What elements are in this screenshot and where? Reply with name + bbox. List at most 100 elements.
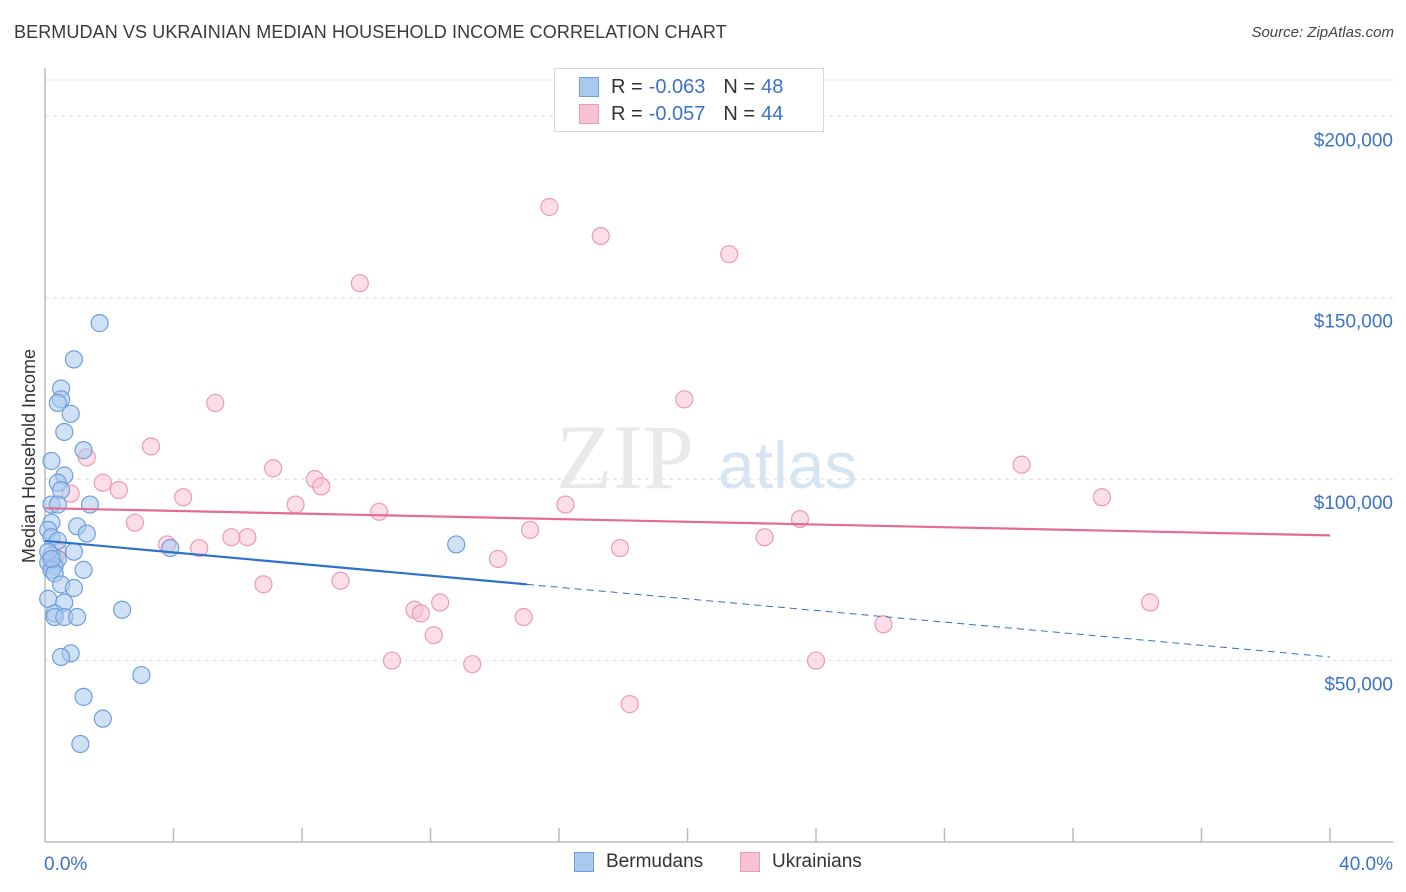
bermudan-point	[51, 647, 71, 667]
ukrainian-point	[411, 604, 430, 623]
ukrainian-point	[1012, 455, 1031, 474]
ukrainian-point	[591, 226, 610, 246]
legend-n-value: 44	[761, 102, 784, 125]
ukrainian-point	[174, 488, 193, 507]
bermudans-trend-line	[44, 539, 527, 586]
ukrainian-point	[190, 538, 209, 558]
bermudan-point	[77, 524, 96, 543]
ukrainian-point	[424, 626, 443, 645]
source-label: Source: ZipAtlas.com	[1251, 24, 1394, 41]
bermudan-point	[55, 422, 74, 442]
legend-swatch-ukrainians	[579, 104, 599, 124]
bermudan-point	[132, 665, 151, 685]
grid-layer	[45, 79, 1393, 662]
ukrainian-point	[141, 437, 161, 456]
bermudans-trend-extension	[526, 583, 1331, 658]
ukrainian-point	[350, 274, 369, 293]
legend-n-value: 48	[761, 75, 784, 98]
bottom-legend-label-bermudans: Bermudans	[606, 851, 704, 872]
legend-r-label: R =	[611, 102, 643, 125]
chart-title: BERMUDAN VS UKRAINIAN MEDIAN HOUSEHOLD I…	[14, 22, 727, 42]
ukrainian-point	[125, 513, 145, 532]
trend-layer	[44, 507, 1331, 658]
ukrainian-point	[286, 495, 305, 514]
bermudan-point	[48, 495, 67, 514]
ukrainian-point	[1092, 488, 1112, 507]
ukrainian-point	[463, 655, 482, 674]
bermudan-point	[161, 538, 180, 558]
watermark: ZIP atlas	[556, 406, 857, 508]
y-tick-label: $200,000	[1314, 130, 1393, 151]
y-tick-label: $50,000	[1324, 675, 1393, 696]
bottom-legend-label-ukrainians: Ukrainians	[772, 851, 862, 872]
ukrainian-point	[755, 528, 774, 547]
watermark-atlas: atlas	[718, 428, 857, 502]
legend-swatch-bermudans	[579, 77, 599, 97]
ukrainian-point	[370, 502, 389, 521]
ukrainian-point	[238, 528, 257, 547]
bermudans-points	[39, 314, 466, 754]
ukrainian-point	[431, 593, 450, 612]
legend-n-label: N =	[723, 75, 756, 98]
x-tick-label-min: 0.0%	[44, 854, 87, 875]
ukrainian-point	[331, 571, 350, 590]
bermudan-point	[64, 350, 84, 369]
watermark-zip: ZIP	[556, 406, 694, 508]
ukrainian-point	[1140, 593, 1160, 612]
bermudan-point	[74, 441, 93, 460]
ukrainian-point	[610, 538, 630, 558]
ukrainian-point	[206, 393, 225, 413]
ukrainian-point	[720, 245, 739, 264]
ukrainian-point	[620, 695, 639, 714]
bermudan-point	[68, 607, 87, 627]
bermudan-point	[80, 495, 100, 514]
ukrainian-point	[93, 473, 112, 492]
ukrainian-point	[254, 575, 273, 594]
ukrainian-point	[263, 459, 283, 478]
ukrainian-point	[222, 528, 241, 547]
bermudan-point	[64, 578, 84, 598]
bermudan-point	[90, 314, 109, 333]
y-tick-label: $150,000	[1314, 312, 1393, 333]
y-tick-label: $100,000	[1314, 493, 1393, 514]
ukrainian-point	[806, 651, 826, 670]
x-tick-label-max: 40.0%	[1339, 854, 1393, 875]
legend-row-ukrainians: R = -0.057 N = 44	[579, 101, 783, 127]
bottom-legend-bermudans: Bermudans	[574, 851, 703, 873]
ukrainian-point	[514, 607, 533, 627]
bermudan-point	[71, 734, 90, 754]
y-axis-label: Median Household Income	[19, 349, 39, 563]
ukrainian-point	[109, 480, 128, 500]
legend-n-label: N =	[723, 102, 756, 125]
label-layer: $50,000 $100,000 $150,000 $200,000 0.0% 40.0%	[44, 130, 1393, 875]
ukrainian-point	[382, 651, 402, 670]
ukrainian-point	[488, 549, 508, 569]
bermudan-point	[93, 709, 112, 728]
ukrainian-point	[540, 197, 559, 217]
legend-r-value: -0.057	[648, 102, 706, 125]
bottom-legend-ukrainians: Ukrainians	[740, 851, 862, 873]
ukrainians-trend-line	[44, 507, 1331, 537]
bermudan-point	[447, 535, 466, 554]
stats-legend: R = -0.063 N = 48 R = -0.057 N = 44	[554, 68, 824, 132]
bermudan-point	[42, 451, 61, 471]
ukrainian-point	[675, 390, 694, 409]
legend-r-value: -0.063	[648, 75, 706, 98]
legend-row-bermudans: R = -0.063 N = 48	[579, 74, 783, 100]
legend-r-label: R =	[611, 75, 643, 98]
bermudan-point	[61, 404, 80, 423]
bottom-legend-swatch-ukrainians	[740, 852, 760, 872]
bermudan-point	[48, 393, 67, 413]
bermudan-point	[74, 687, 93, 706]
bermudan-point	[112, 600, 132, 619]
ukrainian-point	[312, 477, 331, 496]
bermudan-point	[64, 542, 84, 561]
bermudan-point	[42, 549, 61, 569]
ukrainians-points	[45, 197, 1160, 714]
bottom-legend-swatch-bermudans	[574, 852, 594, 872]
ukrainian-point	[874, 615, 893, 634]
ukrainian-point	[520, 520, 540, 540]
ukrainian-point	[556, 495, 575, 514]
bermudan-point	[74, 560, 93, 579]
